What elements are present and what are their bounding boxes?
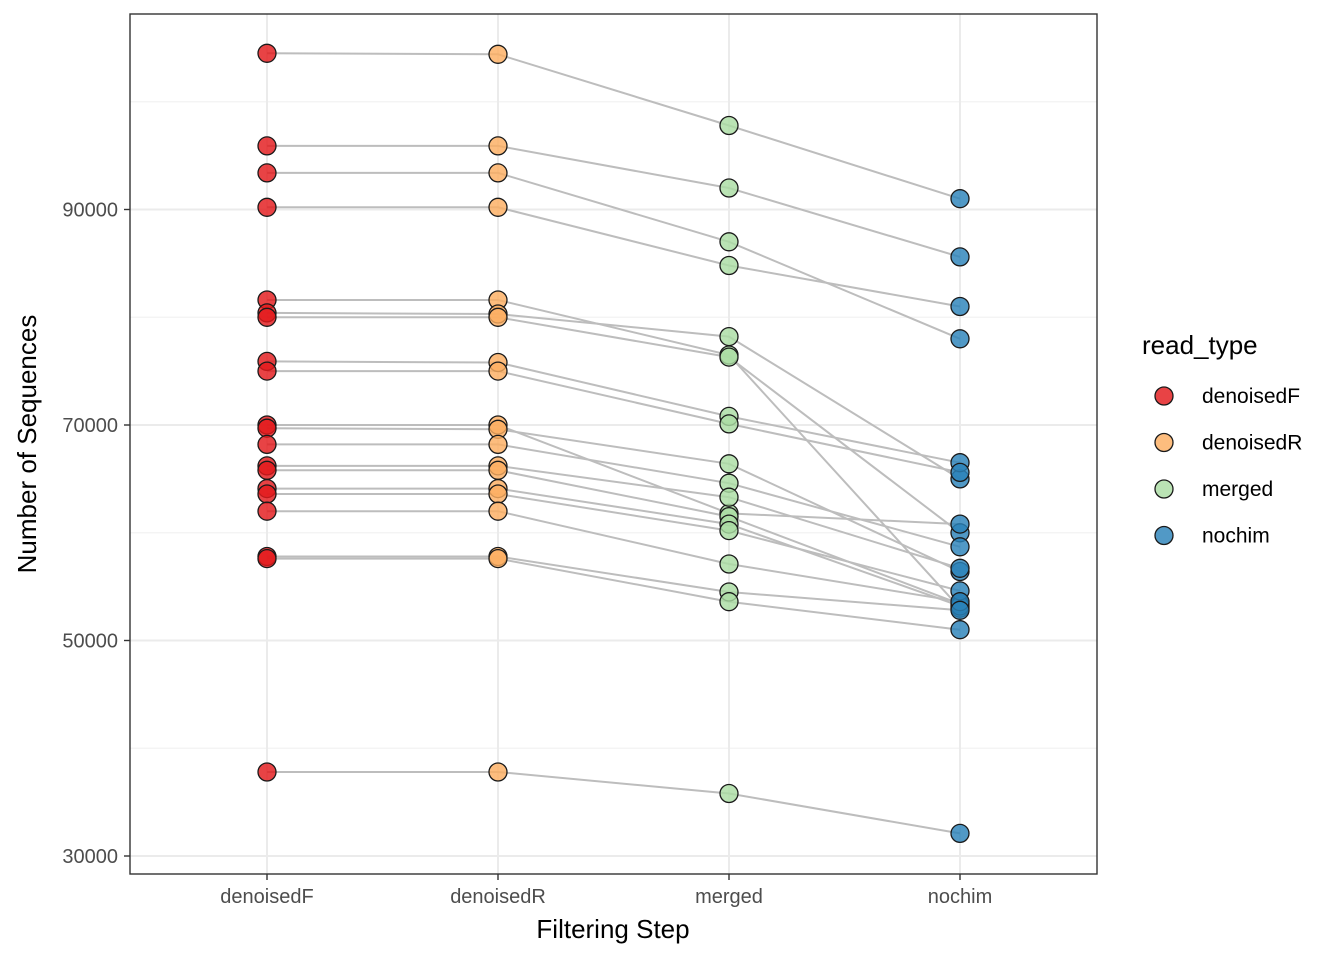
point-denoisedF: [257, 460, 277, 480]
point-merged: [719, 326, 739, 347]
point-merged: [719, 520, 739, 541]
sample-line: [267, 171, 961, 340]
point-denoisedF: [257, 43, 277, 63]
point-merged: [719, 347, 739, 367]
sample-line: [266, 52, 961, 200]
sample-line: [266, 360, 961, 464]
legend-label-denoisedR: denoisedR: [1202, 432, 1302, 455]
point-denoisedR: [488, 163, 508, 183]
point-nochim: [950, 537, 970, 557]
points: [257, 43, 970, 844]
legend-key-denoisedF: [1154, 386, 1174, 406]
point-nochim: [950, 329, 970, 349]
point-nochim: [950, 558, 970, 578]
legend-label-denoisedF: denoisedF: [1202, 385, 1300, 408]
point-denoisedR: [488, 548, 508, 569]
sample-line: [267, 464, 961, 570]
point-merged: [719, 414, 739, 434]
point-merged: [719, 232, 739, 252]
point-merged: [719, 783, 739, 804]
point-denoisedR: [488, 501, 508, 521]
point-denoisedR: [488, 197, 508, 217]
point-nochim: [950, 189, 970, 209]
sample-line: [267, 493, 961, 592]
legend-key-merged: [1154, 479, 1174, 499]
point-denoisedF: [257, 361, 277, 381]
point-denoisedR: [488, 434, 508, 455]
legend-key-denoisedR: [1154, 432, 1174, 453]
point-denoisedR: [488, 361, 508, 381]
point-denoisedF: [257, 762, 277, 782]
x-tick-label: denoisedR: [450, 886, 546, 908]
y-tick-label: 90000: [62, 200, 118, 222]
point-denoisedR: [488, 762, 508, 782]
point-denoisedF: [257, 501, 277, 521]
point-denoisedR: [488, 136, 508, 156]
sample-line: [266, 311, 961, 480]
sample-line: [267, 771, 961, 835]
sample-line: [267, 144, 961, 258]
y-tick-label: 50000: [62, 631, 118, 653]
point-nochim: [950, 823, 970, 844]
point-denoisedF: [257, 136, 277, 156]
y-axis-title: Number of Sequences: [12, 315, 42, 574]
sample-line: [267, 557, 961, 631]
x-tick-label: denoisedF: [220, 886, 313, 908]
x-tick-label: merged: [695, 886, 763, 908]
point-merged: [719, 554, 739, 574]
y-tick-label: 30000: [62, 846, 118, 868]
y-axis: 30000 50000 70000 90000: [62, 200, 130, 868]
sample-line: [267, 555, 961, 612]
x-axis-title: Filtering Step: [536, 914, 689, 944]
point-nochim: [950, 514, 970, 534]
legend-title: read_type: [1142, 330, 1258, 360]
sample-line: [267, 510, 961, 603]
sample-line: [267, 487, 961, 607]
point-merged: [719, 592, 739, 612]
point-denoisedF: [257, 434, 277, 455]
x-tick-label: nochim: [928, 886, 992, 908]
point-nochim: [950, 620, 970, 640]
point-denoisedR: [488, 307, 508, 327]
legend-items: denoisedF denoisedR merged nochim: [1154, 385, 1302, 548]
sample-line: [267, 370, 961, 474]
point-merged: [719, 487, 739, 507]
point-denoisedR: [488, 484, 508, 504]
plot-border: [129, 13, 1098, 875]
sample-line: [267, 316, 961, 534]
point-denoisedF: [257, 484, 277, 504]
point-merged: [719, 454, 739, 474]
legend-label-merged: merged: [1202, 478, 1273, 501]
legend-label-nochim: nochim: [1202, 525, 1270, 548]
point-denoisedF: [257, 163, 277, 183]
point-denoisedF: [257, 548, 277, 569]
sample-line: [267, 299, 961, 609]
point-nochim: [950, 247, 970, 267]
point-denoisedF: [257, 418, 277, 438]
legend: read_type denoisedF denoisedR merged nochim: [1142, 330, 1302, 548]
sample-line: [267, 206, 961, 308]
legend-key-nochim: [1154, 525, 1174, 546]
sample-line: [267, 443, 961, 548]
point-denoisedF: [257, 197, 277, 217]
point-merged: [719, 178, 739, 198]
point-denoisedR: [488, 44, 508, 64]
y-tick-label: 70000: [62, 415, 118, 437]
point-nochim: [950, 462, 970, 483]
point-denoisedR: [488, 460, 508, 480]
point-nochim: [950, 600, 970, 620]
x-axis: denoisedF denoisedR merged nochim: [220, 874, 992, 908]
point-merged: [719, 115, 739, 136]
point-merged: [719, 255, 739, 276]
series-lines: [266, 52, 961, 835]
point-denoisedF: [257, 307, 277, 327]
point-nochim: [950, 296, 970, 317]
sample-line: [266, 427, 961, 573]
